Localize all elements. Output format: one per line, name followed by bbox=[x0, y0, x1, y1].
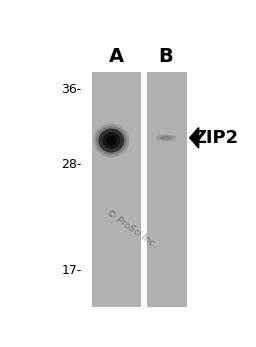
Text: 36-: 36- bbox=[61, 83, 82, 96]
Polygon shape bbox=[190, 128, 199, 148]
Ellipse shape bbox=[99, 128, 124, 153]
Text: 17-: 17- bbox=[61, 264, 82, 277]
Ellipse shape bbox=[156, 135, 176, 141]
Ellipse shape bbox=[160, 136, 172, 140]
Text: © ProSci Inc.: © ProSci Inc. bbox=[104, 208, 158, 249]
Text: 28-: 28- bbox=[61, 158, 82, 171]
Ellipse shape bbox=[106, 136, 116, 145]
Ellipse shape bbox=[93, 124, 130, 157]
Text: A: A bbox=[109, 47, 124, 66]
Ellipse shape bbox=[102, 132, 120, 149]
Text: B: B bbox=[158, 47, 173, 66]
Bar bbox=[92, 73, 141, 307]
Text: ZIP2: ZIP2 bbox=[194, 129, 239, 147]
Bar bbox=[147, 73, 187, 307]
Ellipse shape bbox=[96, 126, 127, 155]
